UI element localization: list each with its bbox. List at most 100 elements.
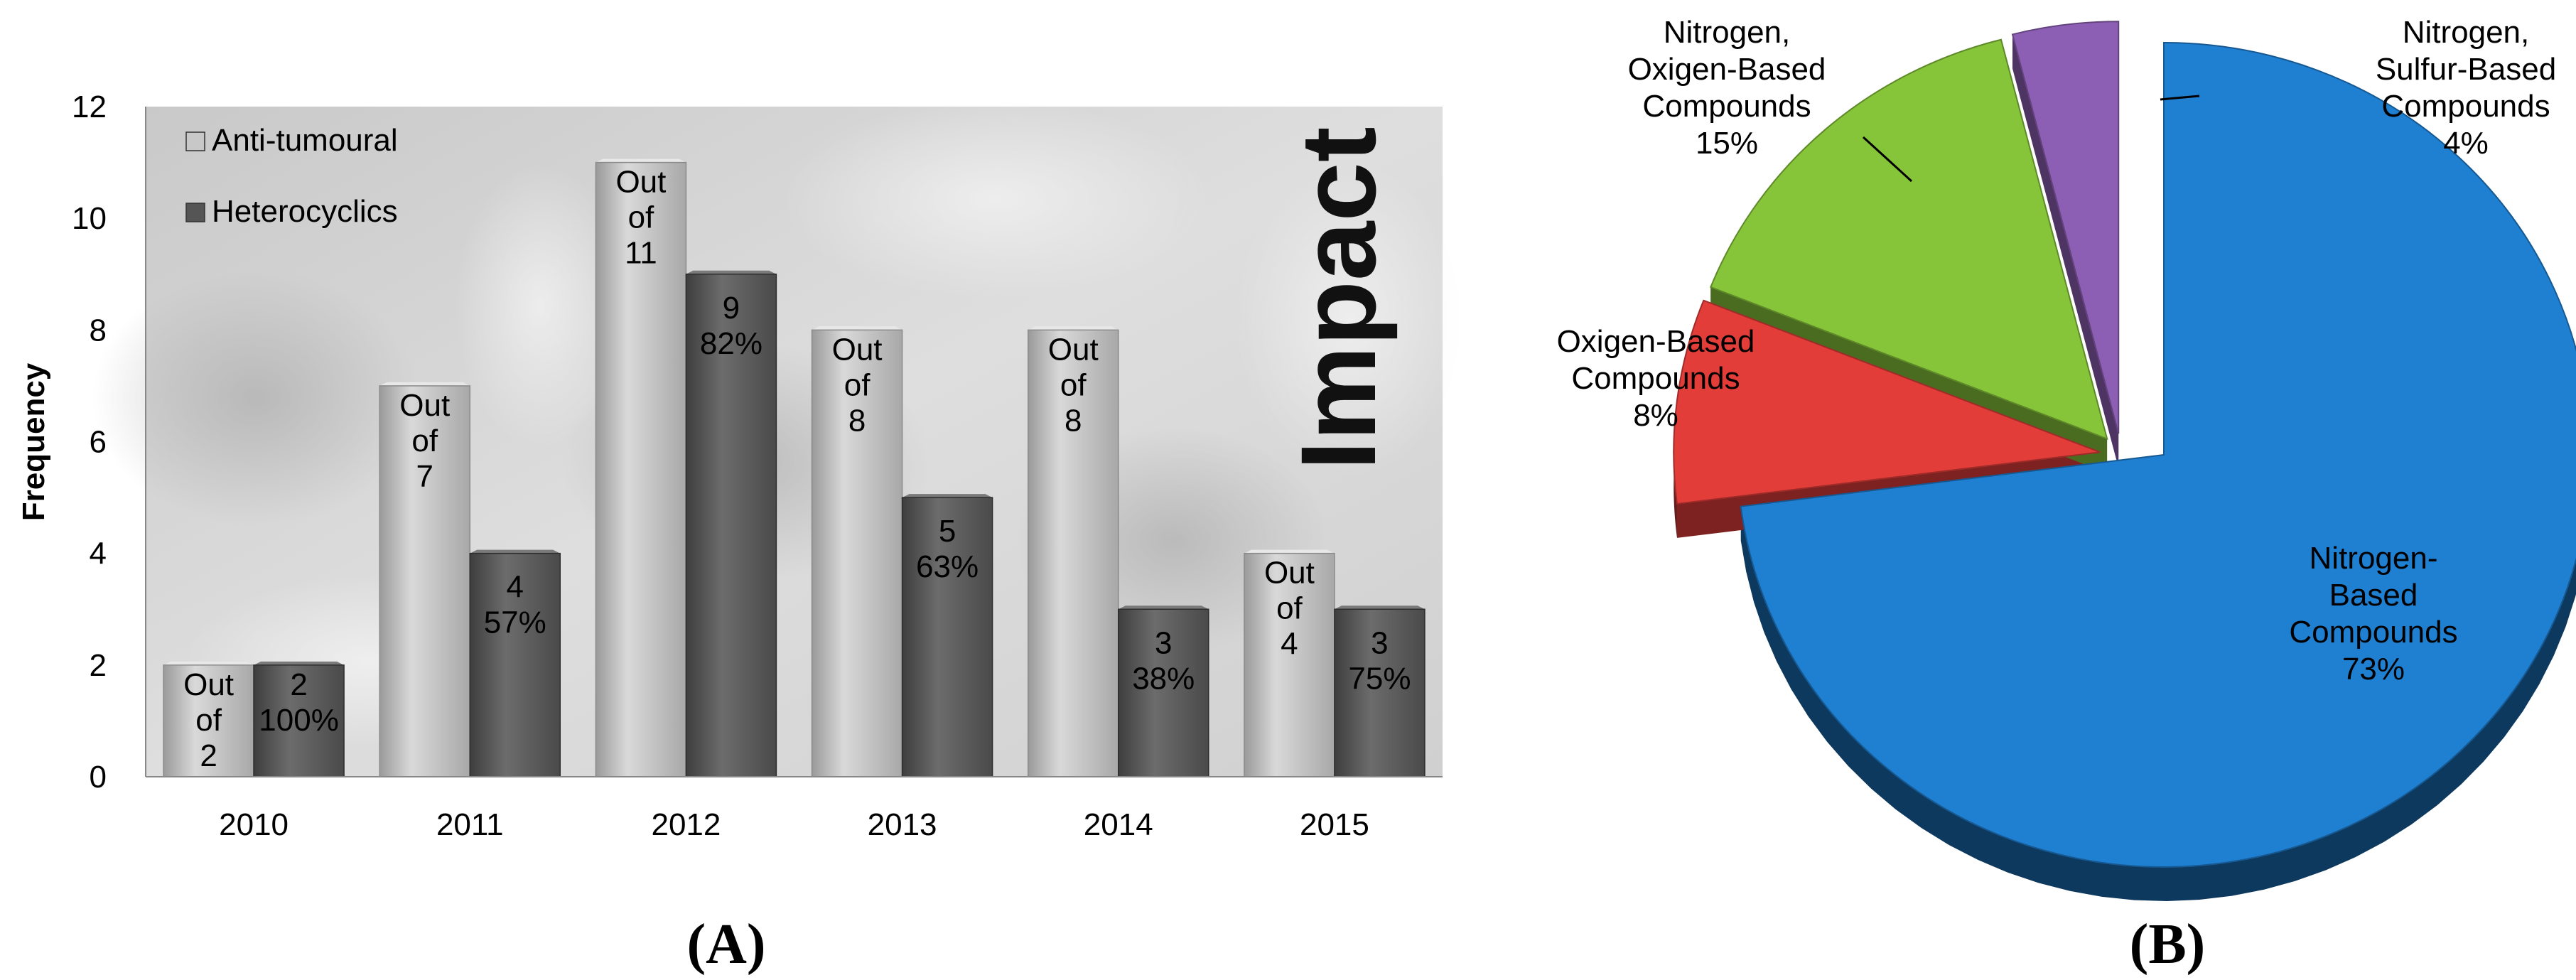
bar-data-label: 2 <box>290 667 307 702</box>
bar-data-label: 8 <box>1065 403 1082 438</box>
bar-rect <box>685 274 777 777</box>
bar-rect <box>379 385 470 777</box>
pie-slice-1 <box>1673 299 2101 505</box>
bar-data-label: 63% <box>916 549 979 584</box>
bar-data-label: 7 <box>416 459 433 494</box>
bar-data-label: 5 <box>939 514 956 549</box>
impact-watermark: Impact <box>1278 126 1398 470</box>
bar-data-label: of <box>195 703 222 738</box>
y-tick-label: 6 <box>90 425 107 460</box>
bar-data-label: 11 <box>625 236 657 271</box>
legend-label: Heterocyclics <box>212 194 398 229</box>
bar-data-label: 4 <box>1281 627 1298 662</box>
bar-data-label: of <box>628 200 654 235</box>
pie-slice-label: Compounds <box>1571 361 1740 396</box>
bar-data-label: of <box>844 367 871 402</box>
bar-data-label: Out <box>1264 556 1315 591</box>
pie-percent-label: 15% <box>1696 126 1758 161</box>
bar-data-label: Out <box>1048 332 1099 367</box>
pie-slice-label: Sulfur-Based <box>2376 52 2556 87</box>
y-tick-label: 8 <box>90 313 107 348</box>
pie-percent-label: 73% <box>2342 652 2405 686</box>
bar-data-label: 82% <box>700 326 762 361</box>
bar-rect <box>163 664 254 777</box>
bar-data-label: of <box>411 424 438 458</box>
bar-data-label: of <box>1276 591 1303 626</box>
x-tick-label: 2010 <box>219 807 289 842</box>
bar-data-label: 4 <box>507 570 524 605</box>
bar-heterocyclics-2013: 563% <box>901 494 993 777</box>
bar-heterocyclics-2012: 982% <box>685 270 777 777</box>
y-tick-label: 0 <box>90 760 107 795</box>
pie-slice-label: Nitrogen, <box>2403 15 2530 50</box>
bar-data-label: 57% <box>484 605 546 640</box>
bar-data-label: 38% <box>1132 661 1195 696</box>
bar-rect <box>1334 608 1426 777</box>
bar-data-label: Out <box>183 667 234 702</box>
pie-leader-line <box>2160 95 2200 101</box>
pie-slice-label: Oxigen-Based <box>1557 324 1755 359</box>
bar-data-label: 8 <box>848 403 866 438</box>
legend-label: Anti-tumoural <box>212 123 398 158</box>
pie-percent-label: 8% <box>1633 398 1678 433</box>
pie-leader-line <box>1862 136 1913 183</box>
x-tick-label: 2011 <box>436 807 504 842</box>
bar-rect <box>595 161 687 777</box>
panel-label-b: (B) <box>2130 913 2206 976</box>
bar-data-label: 2 <box>200 738 217 773</box>
bar-data-label: 3 <box>1371 625 1388 660</box>
bar-heterocyclics-2014: 338% <box>1118 605 1209 777</box>
bar-rect <box>253 664 345 777</box>
y-tick-label: 2 <box>90 648 107 683</box>
x-tick-label: 2015 <box>1300 807 1369 842</box>
x-axis: 2010 2011 2012 2013 2014 2015 <box>146 776 1443 842</box>
x-tick-label: 2013 <box>868 807 937 842</box>
legend: Anti-tumoural Heterocyclics <box>185 123 398 229</box>
pie-percent-label: 4% <box>2443 126 2489 161</box>
y-axis-label: Frequency <box>16 362 51 521</box>
y-tick-label: 12 <box>72 90 107 124</box>
panel-label-a: (A) <box>686 913 765 976</box>
x-tick-label: 2012 <box>651 807 721 842</box>
bar-rect <box>1118 608 1209 777</box>
pie-slice-0 <box>1740 41 2576 868</box>
pie-slice-wall <box>2012 34 2119 468</box>
bar-rect <box>1028 329 1119 777</box>
legend-swatch <box>185 203 205 222</box>
pie-slice-label: Based <box>2329 578 2418 613</box>
bar-data-label: 100% <box>259 703 339 738</box>
bar-data-label: 75% <box>1348 661 1411 696</box>
pie-slice-label: Nitrogen, <box>1664 15 1791 50</box>
pie <box>1673 21 2576 901</box>
x-tick-label: 2014 <box>1084 807 1153 842</box>
bar-data-label: Out <box>615 165 666 200</box>
y-axis: 0 2 4 6 8 10 12 <box>72 90 146 795</box>
pie-slice-label: Nitrogen- <box>2310 541 2438 576</box>
bar-data-label: Out <box>399 388 450 423</box>
pie-labels: Nitrogen-BasedCompounds73%Oxigen-BasedCo… <box>1557 15 2557 686</box>
pie-chart-panel: Nitrogen-BasedCompounds73%Oxigen-BasedCo… <box>1557 15 2576 976</box>
bar-data-label: of <box>1060 367 1087 402</box>
bar-data-label: 3 <box>1155 625 1172 660</box>
y-tick-label: 4 <box>90 537 107 571</box>
pie-slice-label: Compounds <box>2381 89 2550 124</box>
bar-heterocyclics-2011: 457% <box>469 549 561 777</box>
legend-swatch <box>185 131 205 151</box>
pie-slice-label: Compounds <box>1642 89 1811 124</box>
bar-rect <box>469 552 561 777</box>
bar-heterocyclics-2015: 375% <box>1334 605 1426 777</box>
pie-slice-label: Oxigen-Based <box>1628 52 1826 87</box>
bar-data-label: Out <box>832 332 883 367</box>
y-tick-label: 10 <box>72 201 107 236</box>
pie-slice-2 <box>1709 38 2108 441</box>
